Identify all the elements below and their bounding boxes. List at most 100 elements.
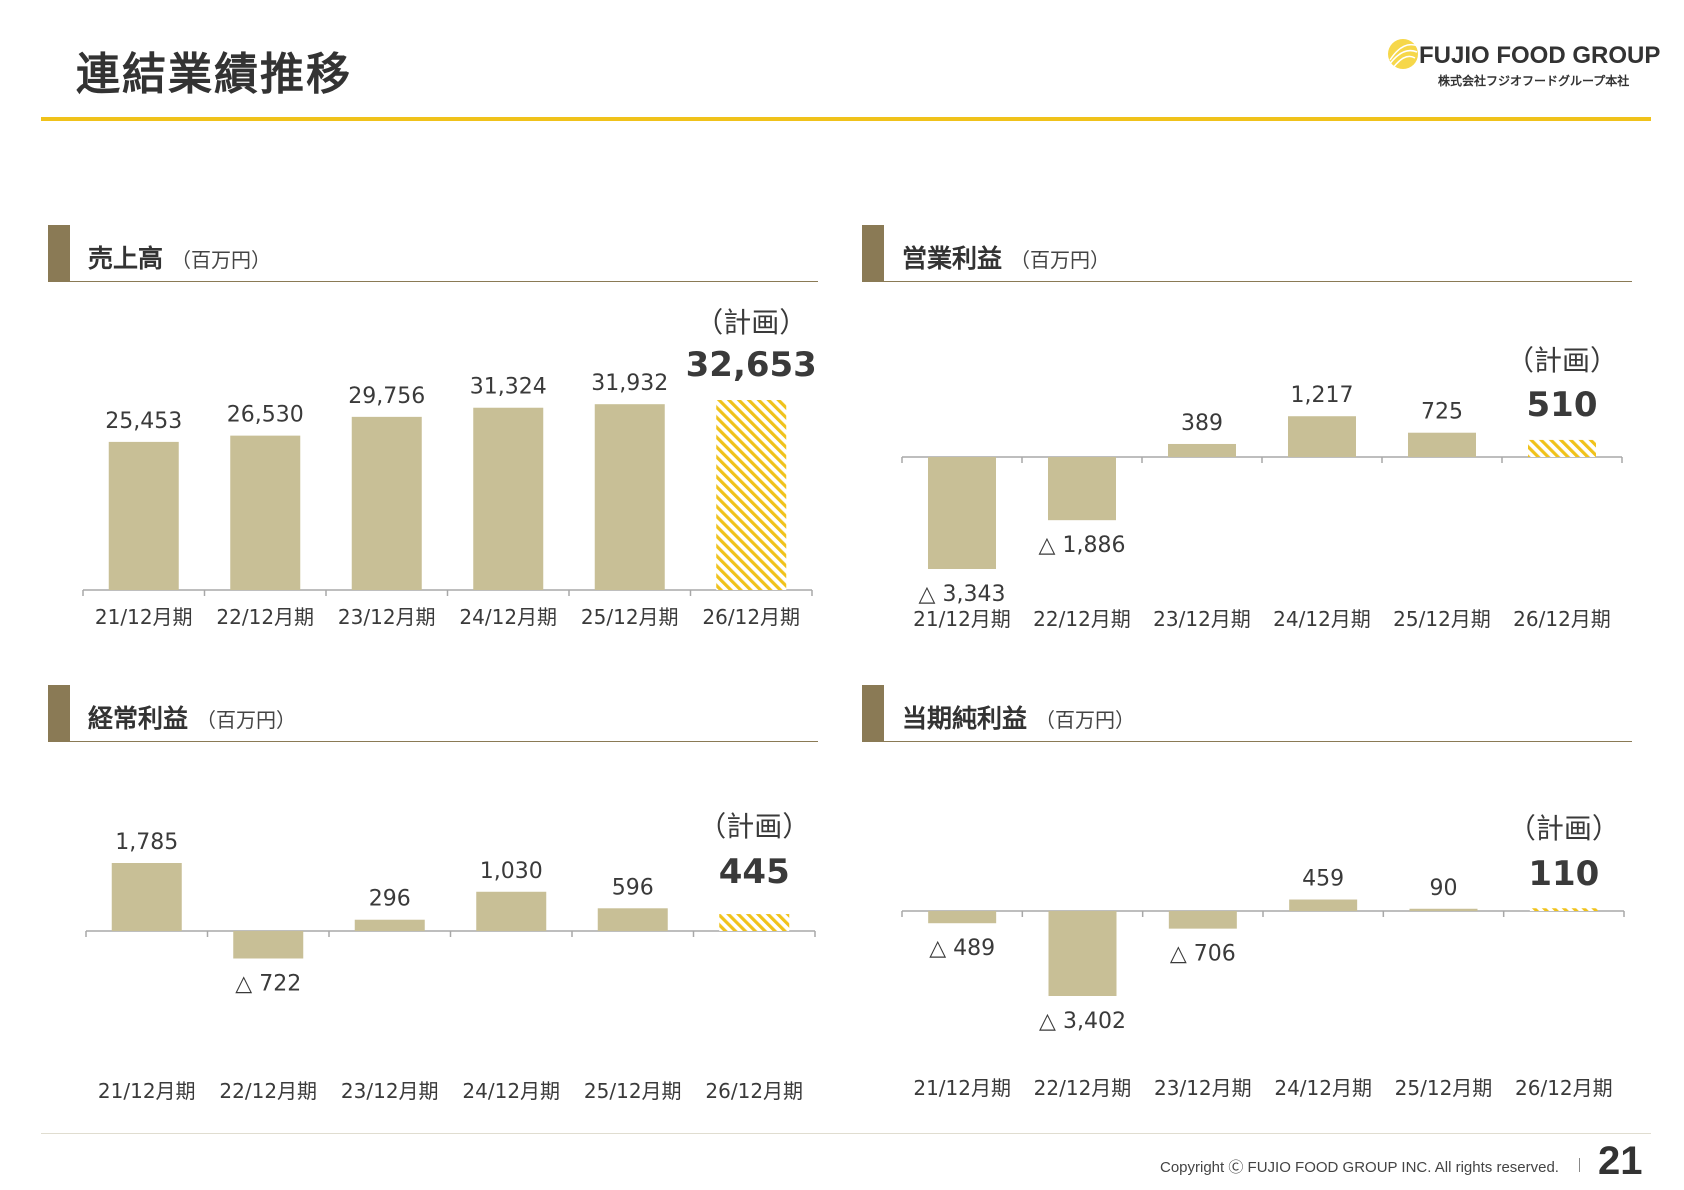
data-label: 1,217: [1291, 383, 1354, 408]
data-label: 25,453: [105, 409, 182, 434]
data-label: 29,756: [348, 384, 425, 409]
page-separator: [1579, 1158, 1580, 1172]
x-tick-label: 23/12月期: [341, 1079, 439, 1103]
panel-unit: （百万円）: [1010, 248, 1111, 272]
copyright: Copyright Ⓒ FUJIO FOOD GROUP INC. All ri…: [1160, 1159, 1559, 1176]
bar: [351, 416, 422, 590]
plan-label: （計画）: [695, 306, 807, 339]
panel-title: 売上高 （百万円）: [88, 244, 272, 273]
data-label: 459: [1302, 867, 1344, 892]
company-logo: FUJIO FOOD GROUP 株式会社フジオフードグループ本社: [1385, 36, 1660, 92]
logo-subtitle: 株式会社フジオフードグループ本社: [1438, 74, 1630, 88]
panel-unit: （百万円）: [171, 248, 272, 272]
bar: [928, 911, 997, 924]
ordinary-profit-bars: 21/12月期 1,785 22/12月期 △ 722 23/12月期 296 24/12月…: [85, 810, 816, 1103]
bar: [1168, 911, 1237, 929]
x-tick-label: 21/12月期: [98, 1079, 196, 1103]
plan-bar: [1528, 439, 1596, 457]
bar: [594, 404, 665, 590]
plan-value-label: 110: [1528, 854, 1599, 894]
plan-bar: [716, 400, 787, 590]
bar: [233, 931, 304, 959]
data-label: 1,030: [480, 859, 543, 884]
panel-unit: （百万円）: [196, 708, 297, 732]
bar: [111, 863, 182, 931]
data-label: 26,530: [227, 403, 304, 428]
plan-label: （計画）: [1508, 812, 1620, 845]
x-tick-label: 24/12月期: [459, 605, 557, 629]
data-label: △ 3,402: [1039, 1009, 1126, 1034]
logo-mark-icon: [1388, 39, 1419, 69]
footer-rule: [41, 1133, 1651, 1134]
x-tick-label: 26/12月期: [705, 1079, 803, 1103]
title-rule: [41, 117, 1651, 121]
bar: [230, 435, 301, 590]
x-tick-label: 25/12月期: [1393, 607, 1491, 631]
x-tick-label: 26/12月期: [1515, 1076, 1613, 1100]
panel-header-operating-profit: 営業利益 （百万円）: [862, 225, 1632, 282]
x-tick-label: 25/12月期: [581, 605, 679, 629]
panel-header-sales: 売上高 （百万円）: [48, 225, 818, 282]
data-label: 389: [1181, 411, 1223, 436]
data-label: △ 3,343: [919, 582, 1006, 607]
bar: [928, 457, 996, 569]
net-income-bars: 21/12月期 △ 489 22/12月期 △ 3,402 23/12月期 △ 706 24…: [901, 812, 1625, 1100]
x-tick-label: 21/12月期: [95, 605, 193, 629]
data-label: △ 722: [235, 972, 301, 997]
x-tick-label: 25/12月期: [1395, 1076, 1493, 1100]
panel-unit: （百万円）: [1035, 708, 1136, 732]
bar: [1048, 911, 1117, 996]
bar: [1288, 416, 1356, 457]
plan-label: （計画）: [698, 810, 810, 843]
data-label: 725: [1421, 400, 1463, 425]
plan-value-label: 32,653: [686, 345, 817, 385]
data-label: △ 706: [1170, 942, 1236, 967]
x-tick-label: 22/12月期: [216, 605, 314, 629]
x-tick-label: 24/12月期: [1273, 607, 1371, 631]
bar: [108, 441, 179, 590]
panel-title: 経常利益 （百万円）: [88, 704, 297, 733]
x-tick-label: 23/12月期: [1153, 607, 1251, 631]
bar: [476, 891, 547, 931]
panel-header-ordinary-profit: 経常利益 （百万円）: [48, 685, 818, 742]
panel-title: 当期純利益 （百万円）: [902, 704, 1136, 733]
data-label: 596: [612, 875, 654, 900]
x-tick-label: 23/12月期: [1154, 1076, 1252, 1100]
panel-marker: [862, 685, 884, 741]
panel-header-net-income: 当期純利益 （百万円）: [862, 685, 1632, 742]
bar: [354, 919, 425, 931]
panel-title: 営業利益 （百万円）: [902, 244, 1111, 273]
page-title: 連結業績推移: [76, 49, 352, 100]
operating-profit-bars: 21/12月期△ 3,343 22/12月期 △ 1,886 23/12月期 389 24…: [901, 344, 1623, 631]
bar: [473, 407, 544, 590]
data-label: 31,324: [470, 375, 547, 400]
x-tick-label: 25/12月期: [584, 1079, 682, 1103]
plan-value-label: 445: [719, 852, 790, 892]
data-label: 1,785: [115, 830, 178, 855]
x-tick-label: 24/12月期: [1274, 1076, 1372, 1100]
x-tick-label: 22/12月期: [219, 1079, 317, 1103]
sales-bars: 21/12月期 25,453 22/12月期 26,530 23/12月期 29,756 2…: [82, 306, 817, 629]
x-tick-label: 26/12月期: [702, 605, 800, 629]
data-label: △ 489: [929, 936, 995, 961]
x-tick-label: 22/12月期: [1034, 1076, 1132, 1100]
bar: [1048, 457, 1116, 521]
plan-label: （計画）: [1506, 344, 1618, 377]
page-number: 21: [1598, 1139, 1643, 1183]
panel-marker: [48, 685, 70, 741]
data-label: △ 1,886: [1039, 533, 1126, 558]
panel-marker: [862, 225, 884, 281]
logo-name: FUJIO FOOD GROUP: [1419, 42, 1661, 69]
data-label: 296: [369, 887, 411, 912]
bar: [1168, 443, 1236, 457]
x-tick-label: 23/12月期: [338, 605, 436, 629]
x-tick-label: 21/12月期: [913, 607, 1011, 631]
panel-marker: [48, 225, 70, 281]
bar: [1409, 908, 1478, 911]
plan-bar: [1529, 908, 1598, 911]
data-label: 90: [1430, 876, 1458, 901]
plan-value-label: 510: [1527, 385, 1598, 425]
bar: [597, 908, 668, 931]
x-tick-label: 21/12月期: [913, 1076, 1011, 1100]
x-tick-label: 24/12月期: [462, 1079, 560, 1103]
